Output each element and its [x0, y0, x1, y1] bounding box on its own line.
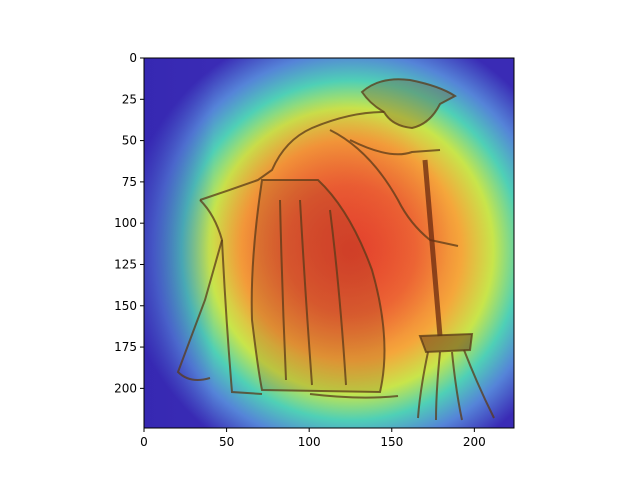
heatmap-image [144, 58, 514, 428]
x-tick-label: 200 [463, 435, 486, 449]
y-tick-label: 100 [114, 216, 137, 230]
y-tick-label: 150 [114, 299, 137, 313]
x-tick-label: 0 [140, 435, 148, 449]
axes-frame [143, 57, 515, 429]
y-tick-label: 200 [114, 381, 137, 395]
woman-sketch [176, 78, 495, 421]
x-tick-label: 150 [380, 435, 403, 449]
y-tick-label: 175 [114, 340, 137, 354]
y-tick-label: 75 [122, 175, 137, 189]
x-axis: 0 50 100 150 200 [140, 428, 486, 449]
y-tick-label: 125 [114, 257, 137, 271]
y-tick-label: 25 [122, 92, 137, 106]
x-tick-label: 50 [219, 435, 234, 449]
y-tick-label: 0 [129, 51, 137, 65]
y-tick-label: 50 [122, 134, 137, 148]
x-tick-label: 100 [298, 435, 321, 449]
y-axis: 0 25 50 75 100 125 150 175 200 [114, 51, 144, 395]
